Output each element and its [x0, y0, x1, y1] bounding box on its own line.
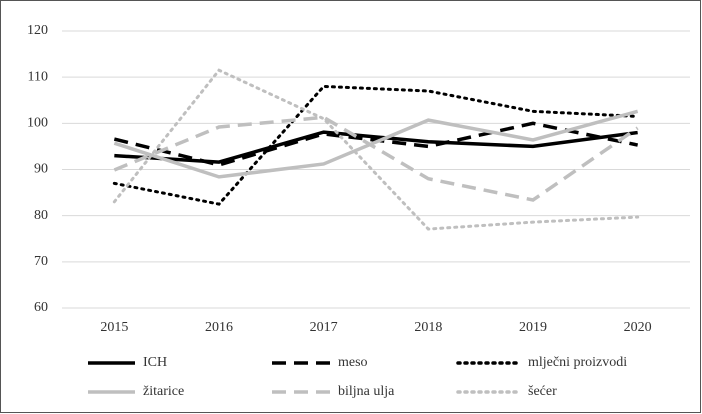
- legend-label: mlječni proizvodi: [528, 355, 627, 370]
- y-tick-label: 60: [34, 300, 48, 315]
- x-tick-label: 2015: [100, 320, 128, 335]
- legend-label: žitarice: [143, 384, 184, 399]
- x-tick-label: 2017: [310, 320, 338, 335]
- legend-label: ICH: [143, 355, 167, 370]
- y-tick-label: 70: [34, 254, 48, 269]
- line-series: [112, 84, 640, 206]
- y-tick-label: 80: [34, 208, 48, 223]
- y-tick-label: 120: [27, 23, 48, 38]
- x-tick-label: 2019: [519, 320, 547, 335]
- line-series: [112, 68, 640, 231]
- legend-label: biljna ulja: [338, 384, 395, 399]
- line-series: [113, 115, 639, 202]
- line-series: [113, 109, 639, 179]
- x-tick-label: 2016: [205, 320, 233, 335]
- y-tick-label: 100: [27, 116, 48, 131]
- x-tick-label: 2018: [414, 320, 442, 335]
- y-tick-label: 110: [28, 69, 48, 84]
- x-tick-label: 2020: [624, 320, 652, 335]
- y-tick-label: 90: [34, 162, 48, 177]
- legend-label: šećer: [528, 384, 557, 399]
- legend-label: meso: [338, 355, 368, 370]
